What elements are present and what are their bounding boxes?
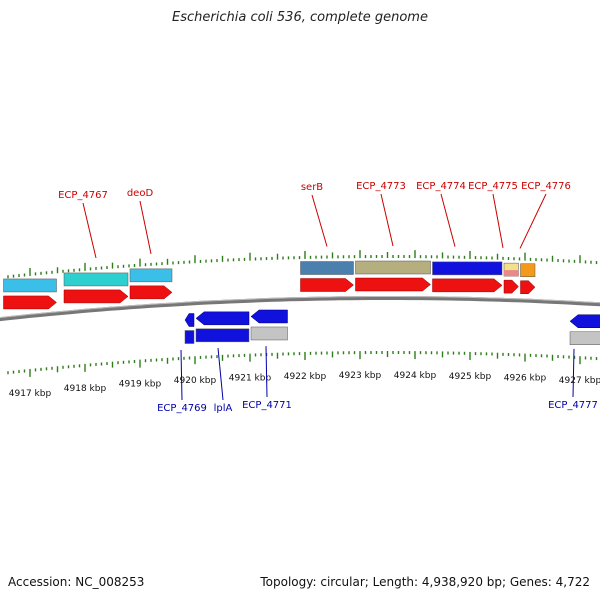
cds-arrow-ecp_4767: [63, 289, 129, 304]
cds-arrow-deod: [129, 285, 173, 300]
leader-line-lpla: [217, 347, 224, 401]
cds-arrow-ecp_4777: [569, 314, 600, 328]
leader-line-ecp_4769: [180, 349, 183, 401]
genome-backbone: [0, 296, 600, 322]
topology-label: Topology: circular; Length: 4,938,920 bp…: [260, 575, 590, 589]
gene-feature-ecp_4777: [569, 331, 600, 345]
leader-line-ecp_4774: [440, 193, 456, 247]
axis-tick-label: 4918 kbp: [64, 384, 107, 394]
axis-tick-label: 4924 kbp: [394, 371, 437, 381]
leader-line-serb: [311, 194, 328, 247]
gene-label-ecp_4774: ECP_4774: [416, 181, 466, 192]
axis-tick-label: 4917 kbp: [9, 389, 52, 399]
cds-arrow-unnamed-1: [3, 295, 57, 310]
gene-label-ecp_4769: ECP_4769: [157, 403, 207, 414]
cds-arrow-lpla: [195, 311, 250, 326]
accession-label: Accession: NC_008253: [8, 575, 145, 589]
cds-arrow-ecp_4769: [184, 313, 195, 327]
axis-tick-label: 4926 kbp: [504, 374, 547, 384]
gene-feature-ecp_4774: [432, 261, 503, 276]
gene-feature-ecp_4771: [250, 326, 288, 341]
leader-line-ecp_4771: [265, 346, 268, 398]
axis-tick-label: 4919 kbp: [119, 380, 162, 390]
gene-label-ecp_4767: ECP_4767: [58, 190, 108, 201]
gene-feature-ecp_4769: [184, 330, 195, 344]
gene-label-serb: serB: [301, 182, 323, 193]
cds-arrow-ecp_4776: [520, 280, 536, 294]
gene-feature-lpla: [195, 328, 250, 343]
cds-arrow-ecp_4774: [432, 278, 503, 293]
leader-line-ecp_4776: [519, 193, 547, 249]
axis-tick-label: 4923 kbp: [339, 371, 382, 381]
cds-arrow-ecp_4773: [355, 277, 431, 292]
gene-label-deod: deoD: [127, 188, 154, 199]
gene-feature-ecp_4767: [63, 272, 129, 287]
axis-tick-label: 4925 kbp: [449, 372, 492, 382]
gene-label-ecp_4771: ECP_4771: [242, 400, 292, 411]
gene-feature-unnamed-1: [3, 278, 57, 293]
cds-arrow-ecp_4771: [250, 309, 288, 324]
gene-feature-serb: [300, 261, 354, 275]
cds-arrow-ecp_4775: [503, 279, 519, 294]
gene-label-lpla: lplA: [214, 403, 233, 414]
cds-arrow-serb: [300, 278, 354, 292]
axis-tick-label: 4927 kbp: [559, 376, 600, 386]
axis-tick-label: 4922 kbp: [284, 372, 327, 382]
gene-label-ecp_4773: ECP_4773: [356, 181, 406, 192]
axis-tick-label: 4920 kbp: [174, 376, 217, 386]
gene-label-ecp_4777: ECP_4777: [548, 400, 598, 411]
leader-line-ecp_4777: [572, 348, 575, 398]
genome-backbone-highlight: [0, 296, 600, 319]
leader-line-ecp_4767: [82, 202, 97, 259]
gene-label-ecp_4776: ECP_4776: [521, 181, 571, 192]
gene-feature-deod: [129, 268, 173, 283]
gene-feature-ecp_4776: [520, 263, 536, 277]
gene-label-ecp_4775: ECP_4775: [468, 181, 518, 192]
leader-line-ecp_4773: [380, 193, 394, 247]
leader-line-deod: [139, 200, 152, 254]
gene-feature-ecp_4773: [355, 260, 431, 275]
axis-tick-label: 4921 kbp: [229, 374, 272, 384]
leader-line-ecp_4775: [492, 193, 504, 248]
diagram-title: Escherichia coli 536, complete genome: [172, 10, 428, 25]
gene-feature-ecp_4775-lower: [504, 270, 519, 277]
